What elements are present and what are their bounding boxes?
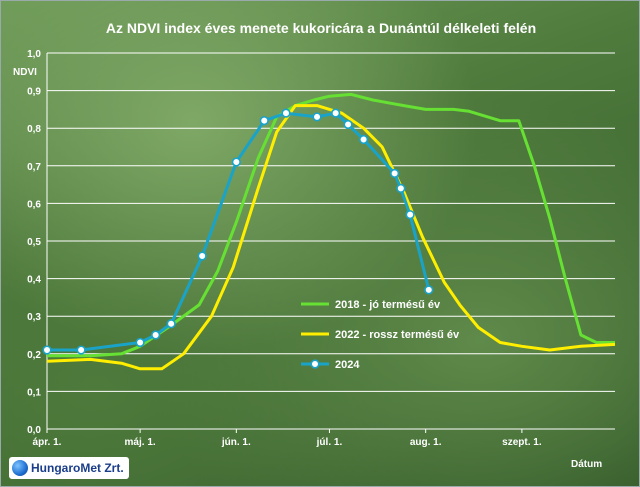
y-axis-ticks: 0,0 0,1 0,2 0,3 0,4 0,5 0,6 0,7 0,8 0,9 1,0	[27, 49, 41, 436]
x-tick-label: jún. 1.	[221, 437, 251, 448]
data-point	[424, 285, 434, 295]
x-tick-label: szept. 1.	[502, 437, 542, 448]
series-line-1	[46, 104, 616, 371]
data-point	[331, 108, 341, 118]
data-point	[405, 210, 415, 220]
data-point	[135, 337, 145, 348]
x-tick-label: júl. 1.	[316, 437, 343, 448]
data-point	[390, 168, 400, 178]
legend-marker	[310, 359, 320, 369]
series-line-0	[47, 92, 615, 358]
data-point	[343, 119, 353, 130]
y-tick-label: 1,0	[27, 49, 41, 60]
grid	[46, 52, 615, 430]
legend-label-2: 2024	[335, 359, 360, 371]
x-tick-label: máj. 1.	[125, 437, 156, 448]
x-axis-label: Dátum	[571, 459, 602, 470]
data-point	[281, 108, 291, 118]
data-point	[197, 251, 207, 261]
y-tick-label: 0,3	[27, 312, 41, 323]
legend-label-0: 2018 - jó termésű év	[335, 299, 441, 311]
data-point	[76, 345, 86, 355]
y-tick-label: 0,7	[27, 162, 41, 173]
chart-title: Az NDVI index éves menete kukoricára a D…	[106, 20, 536, 36]
x-tick-label: aug. 1.	[410, 437, 442, 448]
series-group	[42, 92, 616, 371]
data-point	[166, 319, 176, 329]
data-point	[42, 345, 52, 355]
data-point	[396, 183, 406, 193]
legend-label-1: 2022 - rossz termésű év	[335, 329, 460, 341]
logo-text: HungaroMet Zrt.	[31, 461, 124, 475]
y-axis-label: NDVI	[13, 67, 37, 78]
data-point	[151, 330, 161, 340]
y-tick-label: 0,1	[27, 387, 41, 398]
legend: 2018 - jó termésű év 2022 - rossz termésű…	[301, 299, 460, 371]
data-point	[231, 157, 241, 167]
series-line-2	[47, 111, 431, 352]
y-tick-label: 0,6	[27, 199, 41, 210]
y-tick-label: 0,5	[27, 237, 41, 248]
hungaromet-logo: HungaroMet Zrt.	[9, 457, 129, 479]
data-point	[358, 134, 369, 145]
y-tick-label: 0,8	[27, 124, 41, 135]
y-tick-label: 0,4	[27, 275, 41, 286]
y-tick-label: 0,0	[27, 425, 41, 436]
x-axis-ticks: ápr. 1. máj. 1. jún. 1. júl. 1. aug. 1. szept…	[33, 429, 542, 448]
x-tick-label: ápr. 1.	[33, 437, 62, 448]
data-point	[312, 112, 322, 122]
y-tick-label: 0,2	[27, 350, 41, 361]
y-tick-label: 0,9	[27, 87, 41, 98]
globe-icon	[12, 460, 28, 476]
data-point	[259, 116, 269, 126]
